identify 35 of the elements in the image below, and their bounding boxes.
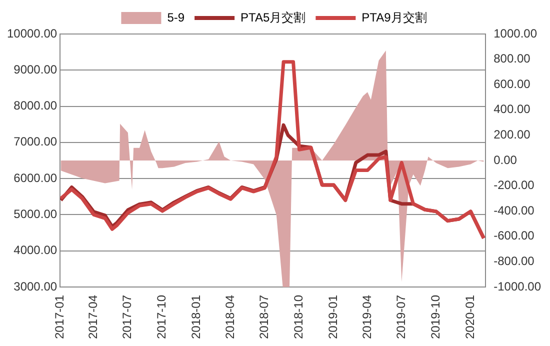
- y2-tick-label: -1000.00: [494, 279, 542, 294]
- legend-label: 5-9: [167, 10, 185, 24]
- x-tick-label: 2018-10: [292, 294, 306, 340]
- y-tick-label: 8000.00: [14, 98, 58, 113]
- y-tick-label: 4000.00: [14, 243, 58, 258]
- legend-label: PTA9月交割: [362, 10, 427, 24]
- y-tick-label: 10000.00: [6, 26, 58, 40]
- x-tick-label: 2017-10: [154, 294, 169, 340]
- y-tick-label: 3000.00: [14, 279, 58, 294]
- x-tick-label: 2017-01: [52, 294, 66, 340]
- y-tick-label: 7000.00: [14, 134, 58, 149]
- y-tick-label: 9000.00: [14, 62, 58, 76]
- y2-tick-label: 800.00: [494, 52, 531, 66]
- y2-tick-label: 400.00: [494, 102, 531, 116]
- y2-tick-label: 600.00: [494, 76, 531, 91]
- x-tick-label: 2019-10: [428, 294, 442, 340]
- y2-tick-label: -800.00: [494, 254, 535, 268]
- x-tick-label: 2019-07: [394, 294, 408, 340]
- y2-tick-label: 200.00: [494, 127, 531, 142]
- y2-tick-label: 0.00: [494, 152, 518, 167]
- x-tick-label: 2017-07: [120, 294, 134, 340]
- y-tick-label: 5000.00: [14, 207, 58, 221]
- x-tick-label: 2019-04: [360, 294, 374, 340]
- x-tick-label: 2018-01: [189, 294, 204, 340]
- y2-tick-label: -400.00: [494, 203, 535, 218]
- x-tick-label: 2019-01: [326, 294, 340, 340]
- y2-tick-label: -200.00: [494, 178, 535, 192]
- x-tick-label: 2018-07: [257, 294, 272, 340]
- x-tick-label: 2017-04: [86, 294, 100, 340]
- y-tick-label: 6000.00: [14, 170, 58, 185]
- x-tick-label: 2018-04: [222, 294, 237, 340]
- y2-tick-label: 1000.00: [494, 26, 538, 40]
- legend-label: PTA5月交割: [240, 10, 306, 24]
- x-tick-label: 2020-01: [462, 294, 477, 340]
- y2-tick-label: -600.00: [494, 228, 535, 243]
